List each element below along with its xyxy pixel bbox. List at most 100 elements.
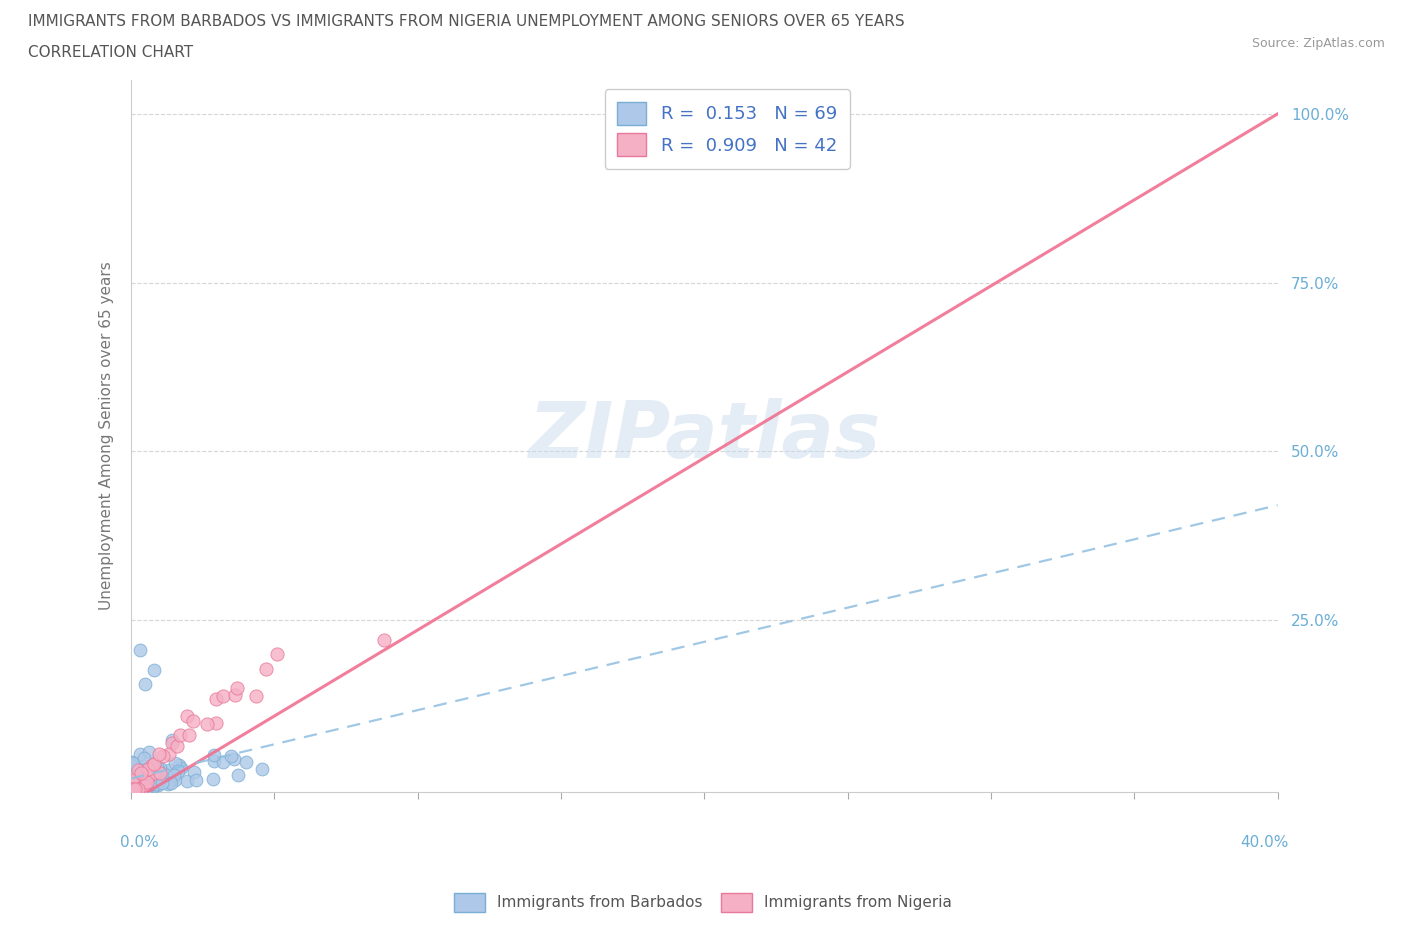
Point bbox=[157, 747, 180, 762]
Point bbox=[181, 713, 204, 728]
Point bbox=[163, 755, 186, 770]
Point bbox=[146, 763, 169, 777]
Text: 0.0%: 0.0% bbox=[120, 834, 159, 850]
Point bbox=[143, 771, 166, 786]
Point bbox=[132, 762, 155, 777]
Point bbox=[160, 735, 183, 750]
Point bbox=[176, 774, 198, 789]
Point bbox=[799, 143, 821, 158]
Point bbox=[136, 774, 159, 789]
Point bbox=[128, 777, 150, 791]
Point bbox=[141, 758, 163, 773]
Text: 40.0%: 40.0% bbox=[1240, 834, 1289, 850]
Point bbox=[177, 727, 200, 742]
Point bbox=[143, 757, 166, 772]
Point bbox=[145, 777, 167, 791]
Point bbox=[254, 661, 277, 676]
Point bbox=[170, 761, 193, 776]
Point bbox=[143, 765, 166, 780]
Point bbox=[202, 754, 225, 769]
Point bbox=[226, 681, 249, 696]
Point bbox=[141, 772, 163, 787]
Point bbox=[129, 780, 152, 795]
Text: Source: ZipAtlas.com: Source: ZipAtlas.com bbox=[1251, 37, 1385, 50]
Point bbox=[131, 765, 153, 780]
Point bbox=[155, 767, 177, 782]
Point bbox=[131, 775, 153, 790]
Point bbox=[136, 762, 159, 777]
Point bbox=[149, 765, 172, 780]
Point bbox=[135, 772, 157, 787]
Point bbox=[121, 754, 143, 769]
Point bbox=[132, 751, 155, 765]
Point bbox=[211, 689, 233, 704]
Point bbox=[121, 774, 143, 789]
Point bbox=[212, 754, 235, 769]
Point bbox=[226, 767, 249, 782]
Point bbox=[136, 775, 159, 790]
Point bbox=[169, 727, 191, 742]
Point bbox=[143, 778, 166, 793]
Point bbox=[127, 781, 149, 796]
Point bbox=[136, 769, 159, 784]
Point bbox=[122, 779, 145, 794]
Point bbox=[373, 632, 395, 647]
Point bbox=[159, 775, 181, 790]
Point bbox=[145, 771, 167, 786]
Point bbox=[141, 773, 163, 788]
Point bbox=[195, 717, 218, 732]
Text: IMMIGRANTS FROM BARBADOS VS IMMIGRANTS FROM NIGERIA UNEMPLOYMENT AMONG SENIORS O: IMMIGRANTS FROM BARBADOS VS IMMIGRANTS F… bbox=[28, 14, 904, 29]
Point bbox=[124, 781, 146, 796]
Point bbox=[152, 764, 174, 779]
Point bbox=[124, 781, 146, 796]
Point bbox=[183, 764, 205, 779]
Point bbox=[142, 777, 165, 792]
Point bbox=[166, 738, 188, 753]
Point bbox=[176, 709, 198, 724]
Point bbox=[252, 762, 274, 777]
Point bbox=[141, 768, 163, 783]
Point bbox=[121, 781, 143, 796]
Point bbox=[165, 773, 187, 788]
Point bbox=[127, 777, 149, 792]
Point bbox=[128, 767, 150, 782]
Point bbox=[128, 643, 150, 658]
Point bbox=[148, 778, 170, 793]
Point bbox=[122, 781, 145, 796]
Point bbox=[143, 663, 166, 678]
Text: CORRELATION CHART: CORRELATION CHART bbox=[28, 45, 193, 60]
Point bbox=[120, 758, 142, 773]
Point bbox=[143, 774, 166, 789]
Legend: Immigrants from Barbados, Immigrants from Nigeria: Immigrants from Barbados, Immigrants fro… bbox=[449, 887, 957, 918]
Point bbox=[134, 778, 156, 793]
Point bbox=[121, 781, 143, 796]
Point bbox=[235, 755, 257, 770]
Point bbox=[121, 773, 143, 788]
Point bbox=[150, 776, 173, 790]
Point bbox=[202, 748, 225, 763]
Point bbox=[128, 771, 150, 786]
Point bbox=[148, 747, 170, 762]
Point bbox=[127, 763, 149, 777]
Point bbox=[142, 759, 165, 774]
Point bbox=[139, 777, 162, 791]
Point bbox=[205, 692, 228, 707]
Point bbox=[134, 676, 156, 691]
Text: ZIPatlas: ZIPatlas bbox=[529, 398, 880, 474]
Point bbox=[205, 715, 228, 730]
Point bbox=[184, 773, 207, 788]
Point bbox=[266, 646, 288, 661]
Y-axis label: Unemployment Among Seniors over 65 years: Unemployment Among Seniors over 65 years bbox=[100, 261, 114, 610]
Point bbox=[145, 760, 167, 775]
Point bbox=[124, 780, 146, 795]
Point bbox=[167, 757, 190, 772]
Point bbox=[122, 755, 145, 770]
Point bbox=[122, 781, 145, 796]
Point bbox=[125, 777, 148, 791]
Point bbox=[224, 687, 246, 702]
Point bbox=[219, 749, 242, 764]
Point bbox=[131, 780, 153, 795]
Point bbox=[245, 688, 267, 703]
Point bbox=[157, 763, 180, 777]
Point bbox=[156, 777, 179, 791]
